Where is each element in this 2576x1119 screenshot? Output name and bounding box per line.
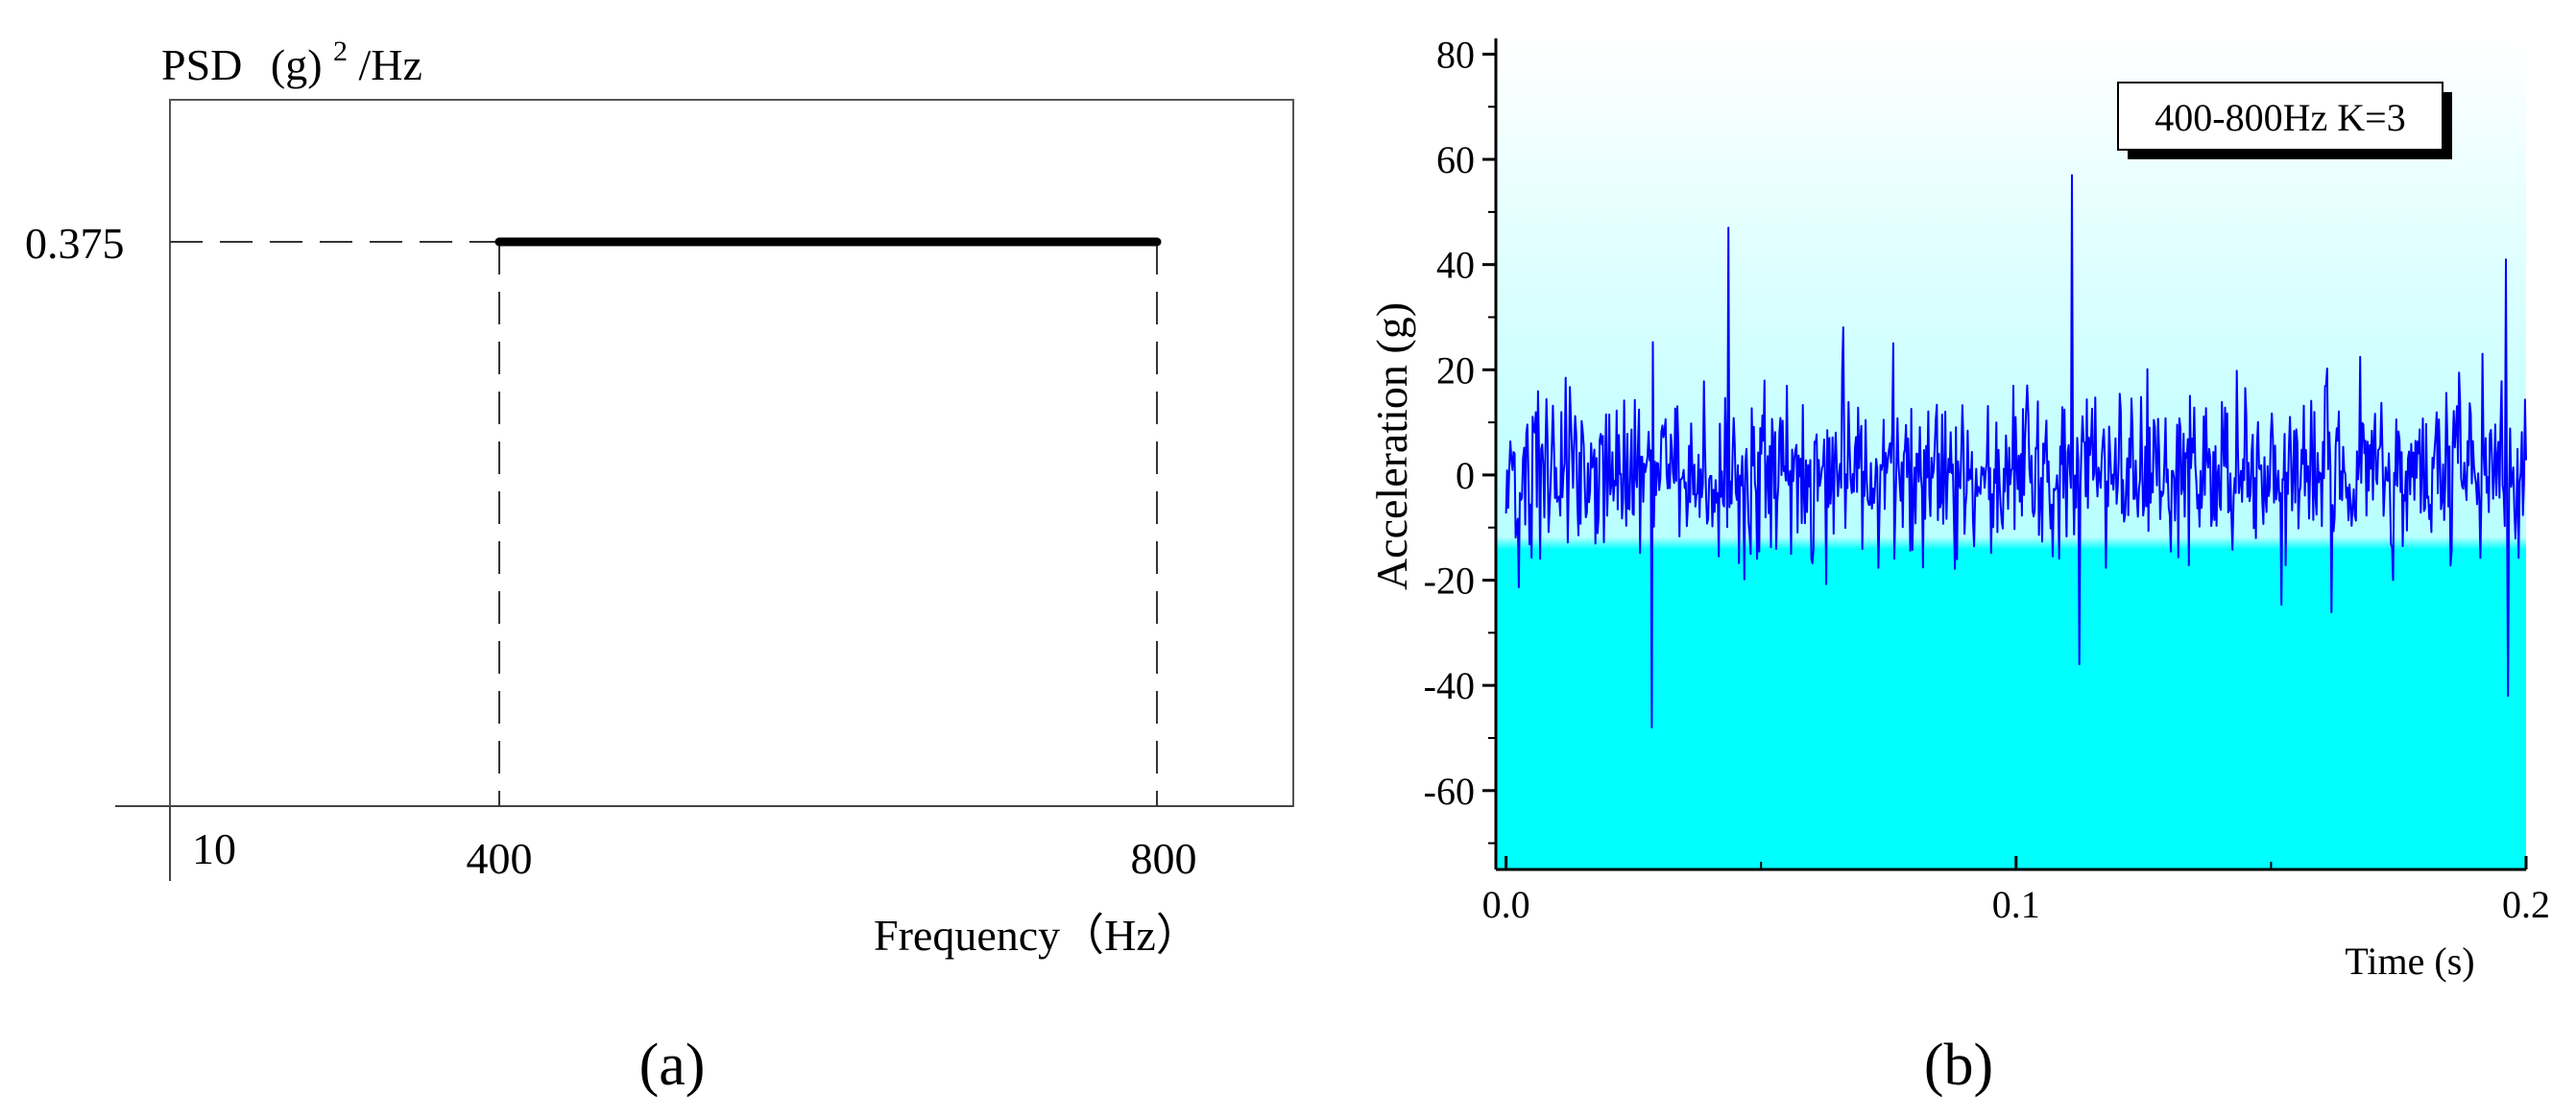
panel-b: -60 -40 -20 0 20 40 60 80 0.0 0.1 0.2 Acceleratio… — [1367, 33, 2550, 1098]
time-axis-label: Time (s) — [2345, 940, 2474, 983]
y-tick-label: 40 — [1436, 244, 1475, 287]
y-tick-label: 60 — [1436, 138, 1475, 181]
frequency-axis-label: Frequency（Hz） — [874, 911, 1200, 960]
x-tick-label: 800 — [1131, 834, 1197, 883]
psd-label-main: PSD — [161, 40, 242, 89]
legend-text: 400-800Hz K=3 — [2155, 96, 2405, 139]
psd-label-unit: (g) — [271, 40, 323, 89]
x-tick-label: 0.1 — [1992, 883, 2040, 926]
plot-background — [1496, 38, 2526, 869]
y-tick-label: 0 — [1456, 454, 1475, 497]
y-tick-label: 0.375 — [25, 219, 125, 268]
x-tick-label: 0.0 — [1482, 883, 1530, 926]
panel-b-label: (b) — [1924, 1033, 1993, 1098]
x-tick-label: 400 — [467, 834, 533, 883]
y-tick-label: -20 — [1424, 560, 1475, 603]
legend-box — [2117, 82, 2444, 151]
y-tick-label: 80 — [1436, 33, 1475, 76]
acceleration-axis-label: Acceleration (g) — [1367, 302, 1416, 590]
y-tick-label: -60 — [1424, 770, 1475, 813]
psd-label-tail: /Hz — [359, 40, 422, 89]
psd-axis-label: PSD (g) 2 /Hz — [161, 21, 422, 89]
psd-label-exp: 2 — [333, 36, 348, 67]
y-tick-label: 20 — [1436, 348, 1475, 392]
panel-a-label: (a) — [639, 1033, 706, 1098]
x-tick-label: 10 — [192, 824, 236, 873]
panel-a: PSD (g) 2 /Hz 0.375 10 400 800 Frequency… — [25, 21, 1294, 1098]
panel-a-frame — [169, 99, 1294, 807]
panel-b-x-ticks: 0.0 0.1 0.2 — [1482, 856, 2550, 926]
x-tick-label: 0.2 — [2502, 883, 2550, 926]
panel-b-y-ticks: -60 -40 -20 0 20 40 60 80 — [1424, 33, 1496, 845]
y-tick-label: -40 — [1424, 664, 1475, 707]
signal-line — [1505, 174, 2527, 728]
